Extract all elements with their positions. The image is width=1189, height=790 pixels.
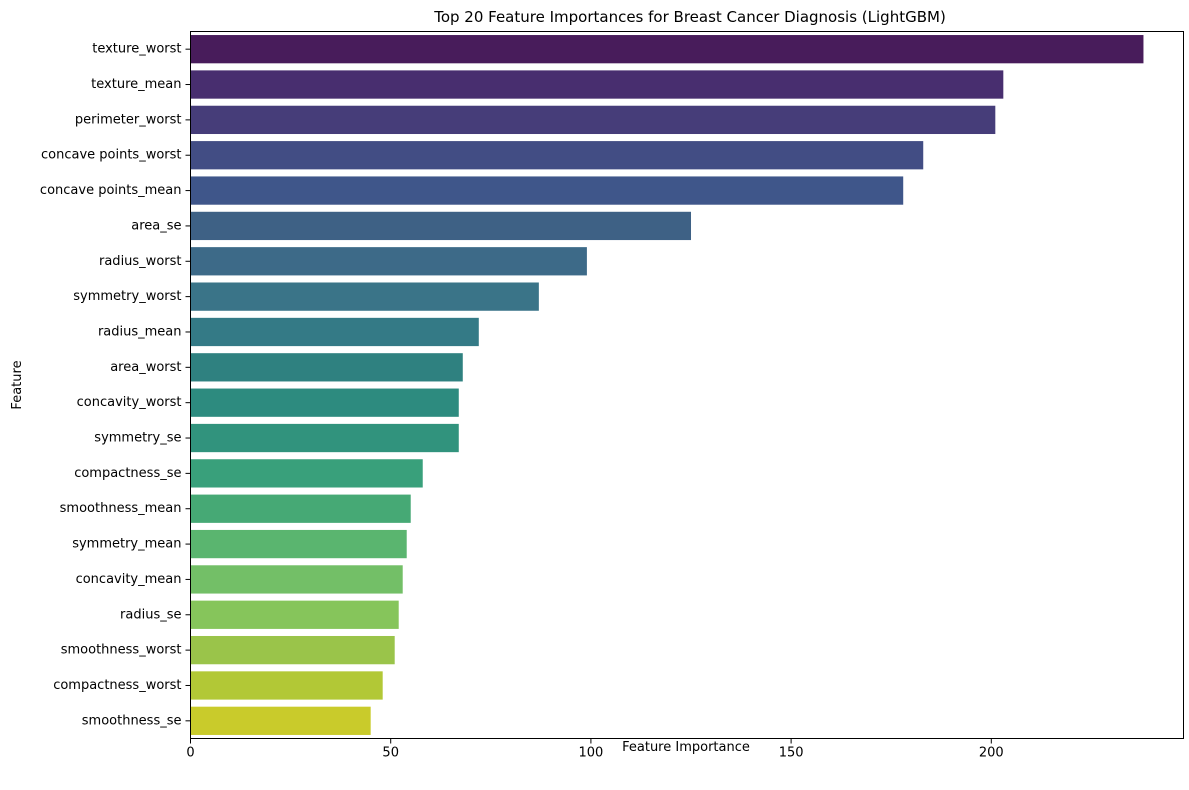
bar-concavity_worst — [190, 388, 459, 417]
bar-texture_mean — [190, 70, 1004, 99]
chart-title: Top 20 Feature Importances for Breast Ca… — [433, 8, 946, 26]
x-tick-label: 50 — [382, 746, 399, 761]
y-tick-label: compactness_se — [74, 466, 181, 481]
bar-radius_worst — [190, 247, 587, 276]
y-tick-label: concavity_worst — [77, 395, 182, 410]
x-axis-ticks: 0 50 100 150 200 — [186, 738, 1004, 761]
y-tick-label: texture_mean — [91, 77, 181, 92]
y-tick-label: area_se — [131, 218, 181, 233]
y-tick-label: symmetry_mean — [72, 537, 181, 552]
y-tick-label: smoothness_worst — [61, 643, 182, 658]
y-tick-label: area_worst — [110, 360, 181, 375]
bar-symmetry_se — [190, 423, 459, 453]
plot-frame — [190, 31, 1184, 739]
y-axis-label: Feature — [10, 360, 25, 409]
y-tick-label: radius_worst — [99, 254, 182, 269]
y-axis-ticks: texture_worst texture_mean perimeter_worst… — [40, 42, 191, 728]
bar-compactness_se — [190, 459, 423, 488]
bar-area_se — [190, 211, 692, 241]
y-tick-label: symmetry_se — [94, 431, 181, 446]
x-tick-label: 100 — [578, 746, 603, 761]
y-tick-label: smoothness_mean — [60, 501, 182, 516]
bar-radius_se — [190, 600, 399, 629]
y-tick-label: perimeter_worst — [75, 112, 182, 127]
bar-symmetry_mean — [190, 529, 407, 559]
y-tick-label: concave points_mean — [40, 183, 182, 198]
y-tick-label: smoothness_se — [82, 713, 182, 728]
bar-smoothness_mean — [190, 494, 411, 523]
y-tick-label: radius_se — [120, 607, 181, 622]
bar-smoothness_se — [190, 706, 371, 735]
bar-compactness_worst — [190, 671, 383, 700]
x-axis-label: Feature Importance — [622, 740, 750, 755]
bars-group — [190, 35, 1144, 735]
bar-perimeter_worst — [190, 105, 996, 135]
y-tick-label: radius_mean — [98, 324, 182, 339]
x-tick-label: 0 — [186, 746, 194, 761]
bar-concavity_mean — [190, 565, 403, 594]
bar-concave-points_worst — [190, 141, 924, 170]
y-tick-label: texture_worst — [92, 42, 181, 57]
bar-symmetry_worst — [190, 282, 539, 311]
y-tick-label: symmetry_worst — [73, 289, 181, 304]
bar-texture_worst — [190, 35, 1144, 64]
y-tick-label: compactness_worst — [53, 678, 181, 693]
x-tick-label: 200 — [979, 746, 1004, 761]
bar-smoothness_worst — [190, 635, 395, 665]
y-tick-label: concavity_mean — [76, 572, 182, 587]
y-tick-label: concave points_worst — [41, 148, 182, 163]
bar-radius_mean — [190, 317, 479, 347]
bar-concave-points_mean — [190, 176, 904, 205]
bar-area_worst — [190, 353, 463, 382]
x-tick-label: 150 — [779, 746, 804, 761]
